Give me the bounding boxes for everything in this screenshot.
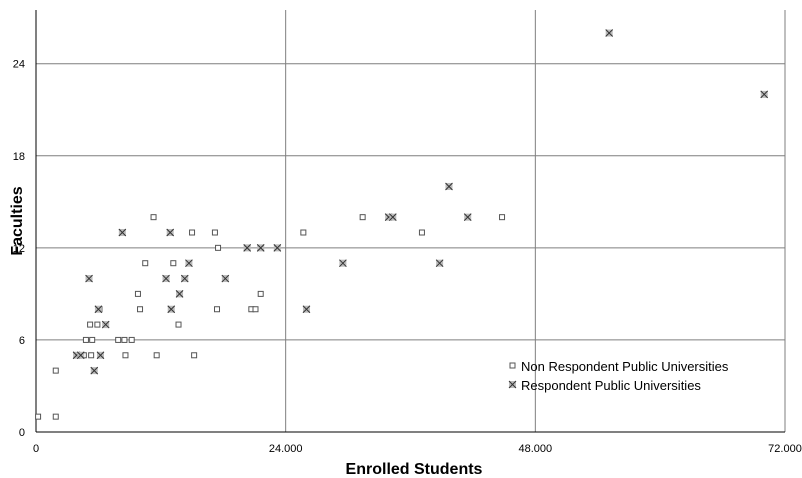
data-point-non-respondent — [153, 352, 160, 359]
data-point-non-respondent — [35, 413, 42, 420]
data-point-non-respondent — [214, 306, 221, 313]
data-point-respondent — [463, 213, 472, 222]
data-point-non-respondent — [122, 352, 129, 359]
y-axis-title: Faculties — [9, 186, 26, 255]
data-point-non-respondent — [215, 244, 222, 251]
data-point-non-respondent — [115, 336, 122, 343]
data-point-respondent — [96, 351, 105, 360]
data-point-respondent — [256, 244, 265, 252]
data-point-non-respondent — [134, 290, 141, 297]
data-point-non-respondent — [300, 229, 307, 236]
data-point-non-respondent — [137, 306, 144, 313]
data-point-respondent — [101, 320, 110, 329]
data-point-non-respondent — [191, 352, 198, 359]
x-axis-title: Enrolled Students — [346, 461, 483, 478]
data-point-respondent — [166, 228, 175, 237]
data-point-non-respondent — [252, 306, 259, 313]
data-point-non-respondent — [128, 336, 135, 343]
data-point-non-respondent — [52, 413, 59, 420]
data-point-respondent — [760, 90, 769, 99]
data-point-respondent — [273, 244, 282, 252]
y-tick-label: 18 — [13, 151, 25, 163]
data-point-respondent — [243, 244, 252, 252]
data-point-respondent — [118, 228, 127, 237]
data-point-non-respondent — [189, 229, 196, 236]
x-tick-label: 48.000 — [519, 443, 553, 455]
legend-marker-x — [508, 380, 517, 389]
legend-marker-square — [509, 362, 516, 369]
data-point-non-respondent — [142, 260, 149, 267]
data-point-non-respondent — [121, 336, 128, 343]
data-point-respondent — [302, 305, 311, 314]
data-point-non-respondent — [418, 229, 425, 236]
data-point-respondent — [445, 182, 453, 191]
data-point-non-respondent — [88, 352, 95, 359]
data-point-respondent — [605, 29, 614, 37]
x-tick-label: 72.000 — [768, 443, 802, 455]
legend-label-non-respondent: Non Respondent Public Universities — [521, 359, 729, 374]
data-point-non-respondent — [175, 321, 182, 328]
grid-lines — [36, 10, 786, 432]
data-point-non-respondent — [89, 336, 96, 343]
tick-labels: 0 24.000 48.000 72.000 0 6 12 18 24 — [13, 59, 802, 455]
data-point-respondent — [339, 259, 347, 268]
data-point-respondent — [175, 290, 184, 298]
data-point-non-respondent — [359, 214, 366, 221]
data-point-respondent — [162, 274, 170, 283]
data-point-respondent — [435, 259, 444, 268]
data-point-non-respondent — [499, 214, 506, 221]
y-tick-label: 12 — [13, 243, 25, 255]
y-tick-label: 6 — [19, 335, 25, 347]
y-tick-label: 0 — [19, 427, 25, 439]
data-point-non-respondent — [87, 321, 94, 328]
x-tick-label: 0 — [33, 443, 39, 455]
data-point-respondent — [90, 366, 99, 375]
data-point-non-respondent — [52, 367, 59, 374]
axes — [35, 10, 785, 433]
legend-label-respondent: Respondent Public Universities — [521, 378, 701, 393]
data-point-respondent — [388, 213, 397, 222]
data-point-non-respondent — [150, 214, 157, 221]
data-point-respondent — [185, 259, 193, 268]
data-points — [35, 29, 769, 420]
y-tick-label: 24 — [13, 59, 25, 71]
data-point-non-respondent — [170, 260, 177, 267]
data-point-respondent — [180, 274, 189, 283]
data-point-respondent — [76, 351, 85, 360]
data-point-non-respondent — [82, 336, 89, 343]
data-point-respondent — [94, 305, 103, 314]
x-tick-label: 24.000 — [269, 443, 303, 455]
data-point-respondent — [167, 305, 176, 314]
legend: Non Respondent Public Universities Respo… — [508, 359, 729, 393]
data-point-non-respondent — [211, 229, 218, 236]
data-point-non-respondent — [94, 321, 101, 328]
data-point-respondent — [221, 274, 230, 283]
data-point-respondent — [85, 274, 93, 283]
data-point-non-respondent — [257, 290, 264, 297]
